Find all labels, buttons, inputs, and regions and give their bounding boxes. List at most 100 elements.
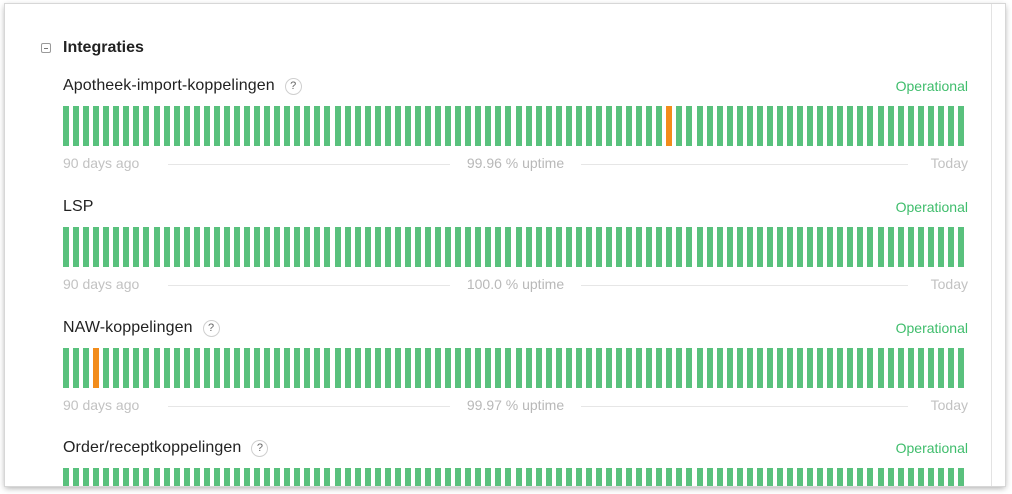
- uptime-bar[interactable]: [696, 227, 703, 267]
- uptime-bar[interactable]: [183, 106, 190, 146]
- uptime-bar[interactable]: [535, 106, 542, 146]
- uptime-bar[interactable]: [907, 348, 914, 388]
- uptime-bar[interactable]: [123, 468, 130, 486]
- uptime-bar[interactable]: [203, 348, 210, 388]
- uptime-bar[interactable]: [656, 468, 663, 486]
- uptime-bar[interactable]: [887, 468, 894, 486]
- uptime-bar[interactable]: [364, 348, 371, 388]
- uptime-bar[interactable]: [716, 348, 723, 388]
- uptime-bar[interactable]: [73, 468, 80, 486]
- uptime-bar[interactable]: [203, 106, 210, 146]
- uptime-bar[interactable]: [455, 468, 462, 486]
- uptime-bar[interactable]: [73, 106, 80, 146]
- uptime-bar[interactable]: [947, 106, 954, 146]
- uptime-bar[interactable]: [505, 348, 512, 388]
- uptime-bar[interactable]: [103, 106, 110, 146]
- uptime-bar[interactable]: [223, 468, 230, 486]
- uptime-bar[interactable]: [766, 227, 773, 267]
- uptime-bar[interactable]: [787, 227, 793, 267]
- uptime-bar[interactable]: [334, 227, 341, 267]
- uptime-bar[interactable]: [626, 106, 633, 146]
- uptime-bar[interactable]: [535, 227, 542, 267]
- uptime-bar[interactable]: [173, 348, 180, 388]
- uptime-bar[interactable]: [364, 227, 371, 267]
- uptime-bar[interactable]: [897, 468, 904, 486]
- uptime-bar[interactable]: [475, 227, 482, 267]
- uptime-bar[interactable]: [837, 106, 844, 146]
- uptime-bar[interactable]: [334, 348, 341, 388]
- uptime-bar[interactable]: [485, 468, 492, 486]
- uptime-bar[interactable]: [515, 106, 522, 146]
- uptime-bar[interactable]: [626, 227, 633, 267]
- uptime-bar[interactable]: [505, 106, 512, 146]
- uptime-bar[interactable]: [213, 468, 220, 486]
- uptime-bar[interactable]: [837, 227, 844, 267]
- uptime-bar[interactable]: [957, 106, 964, 146]
- uptime-bar[interactable]: [535, 348, 542, 388]
- uptime-bar[interactable]: [957, 227, 964, 267]
- uptime-bar[interactable]: [797, 106, 804, 146]
- uptime-bar[interactable]: [304, 106, 311, 146]
- uptime-bar[interactable]: [726, 227, 733, 267]
- uptime-bar[interactable]: [555, 106, 562, 146]
- uptime-bar[interactable]: [414, 227, 421, 267]
- uptime-bar[interactable]: [515, 348, 522, 388]
- uptime-bar[interactable]: [374, 106, 381, 146]
- uptime-bar[interactable]: [555, 348, 562, 388]
- uptime-bar[interactable]: [344, 227, 351, 267]
- uptime-bar[interactable]: [445, 227, 452, 267]
- uptime-bar[interactable]: [384, 227, 391, 267]
- uptime-bar[interactable]: [756, 227, 763, 267]
- uptime-bar[interactable]: [73, 227, 80, 267]
- uptime-bar[interactable]: [736, 106, 743, 146]
- uptime-bar[interactable]: [455, 106, 462, 146]
- uptime-bar[interactable]: [83, 468, 90, 486]
- uptime-bar[interactable]: [837, 348, 844, 388]
- uptime-bar[interactable]: [465, 227, 472, 267]
- uptime-bar[interactable]: [726, 348, 733, 388]
- uptime-bar[interactable]: [817, 348, 824, 388]
- uptime-bar[interactable]: [575, 227, 582, 267]
- uptime-bar[interactable]: [183, 227, 190, 267]
- uptime-bar[interactable]: [505, 227, 512, 267]
- uptime-bar[interactable]: [153, 348, 160, 388]
- uptime-bar[interactable]: [797, 348, 804, 388]
- uptime-bar[interactable]: [917, 468, 924, 486]
- uptime-bar[interactable]: [485, 227, 492, 267]
- uptime-bar[interactable]: [706, 106, 713, 146]
- uptime-bar[interactable]: [133, 227, 140, 267]
- uptime-bar[interactable]: [133, 106, 140, 146]
- uptime-bar[interactable]: [817, 468, 824, 486]
- uptime-bar[interactable]: [163, 106, 170, 146]
- uptime-bar[interactable]: [857, 468, 864, 486]
- uptime-bar[interactable]: [746, 348, 753, 388]
- uptime-bar[interactable]: [776, 106, 783, 146]
- uptime-bar[interactable]: [123, 106, 130, 146]
- uptime-bar[interactable]: [233, 468, 240, 486]
- uptime-bar[interactable]: [897, 106, 904, 146]
- uptime-bar[interactable]: [274, 468, 281, 486]
- uptime-bar[interactable]: [937, 468, 944, 486]
- uptime-bar[interactable]: [425, 106, 431, 146]
- uptime-bar[interactable]: [766, 348, 773, 388]
- uptime-bar[interactable]: [877, 468, 884, 486]
- uptime-bar[interactable]: [887, 227, 894, 267]
- uptime-bar[interactable]: [264, 227, 271, 267]
- uptime-bar[interactable]: [83, 348, 90, 388]
- uptime-bar[interactable]: [736, 227, 743, 267]
- uptime-bar[interactable]: [827, 468, 834, 486]
- uptime-bar[interactable]: [696, 106, 703, 146]
- uptime-bar[interactable]: [746, 106, 753, 146]
- uptime-bar[interactable]: [404, 227, 411, 267]
- uptime-bar[interactable]: [113, 227, 120, 267]
- uptime-bar[interactable]: [525, 348, 532, 388]
- uptime-bar[interactable]: [877, 348, 884, 388]
- uptime-bar[interactable]: [354, 106, 361, 146]
- uptime-bar[interactable]: [827, 348, 834, 388]
- uptime-bar[interactable]: [847, 348, 854, 388]
- uptime-bar[interactable]: [445, 348, 452, 388]
- uptime-bar[interactable]: [947, 227, 954, 267]
- uptime-bar[interactable]: [847, 227, 854, 267]
- uptime-bar[interactable]: [304, 468, 311, 486]
- uptime-bar[interactable]: [103, 348, 110, 388]
